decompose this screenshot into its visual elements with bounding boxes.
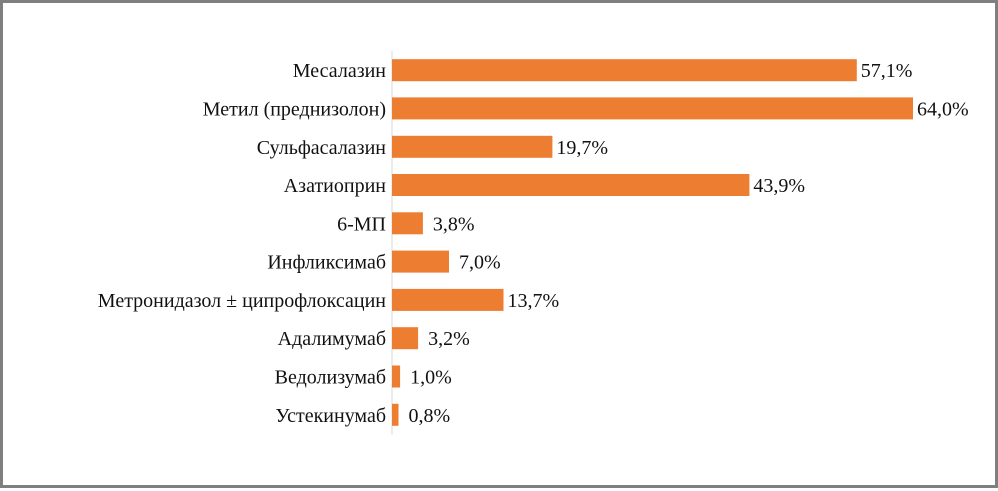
bar-3 <box>392 174 750 196</box>
value-label-7: 3,2% <box>428 328 470 350</box>
bar-chart: Месалазин Метил (преднизолон) Сульфасалази… <box>98 51 969 435</box>
category-label-4: 6-МП <box>337 213 386 235</box>
value-label-9: 0,8% <box>409 405 451 427</box>
bar-8 <box>392 365 401 388</box>
value-label-8: 1,0% <box>410 367 452 389</box>
bar-5 <box>392 250 449 273</box>
bar-6 <box>392 288 504 311</box>
category-label-3: Азатиоприн <box>284 175 387 197</box>
bar-7 <box>392 327 419 350</box>
value-label-1: 64,0% <box>917 98 969 120</box>
bar-2 <box>392 135 553 158</box>
category-label-0: Месалазин <box>293 60 387 82</box>
bar-9 <box>392 403 399 426</box>
bar-group <box>392 59 913 426</box>
value-label-2: 19,7% <box>556 137 608 159</box>
value-label-5: 7,0% <box>459 252 501 274</box>
bar-0 <box>392 59 857 82</box>
category-label-6: Метронидазол ± ципрофлоксацин <box>98 290 386 312</box>
category-label-7: Адалимумаб <box>278 328 386 350</box>
category-label-5: Инфликсимаб <box>267 252 386 274</box>
value-label-6: 13,7% <box>508 290 560 312</box>
bar-1 <box>392 97 913 120</box>
value-labels: 57,1%64,0% 19,7% 43,9% 3,8% 7,0% 13,7% 3,2% 1,0… <box>409 60 969 427</box>
category-label-8: Ведолизумаб <box>275 367 386 389</box>
category-labels: Месалазин Метил (преднизолон) Сульфасалази… <box>98 60 386 427</box>
value-label-3: 43,9% <box>753 175 805 197</box>
category-label-9: Устекинумаб <box>275 405 386 427</box>
value-label-0: 57,1% <box>861 60 913 82</box>
category-label-1: Метил (преднизолон) <box>203 98 386 120</box>
category-label-2: Сульфасалазин <box>257 137 387 159</box>
value-label-4: 3,8% <box>433 213 475 235</box>
bar-4 <box>392 212 423 235</box>
